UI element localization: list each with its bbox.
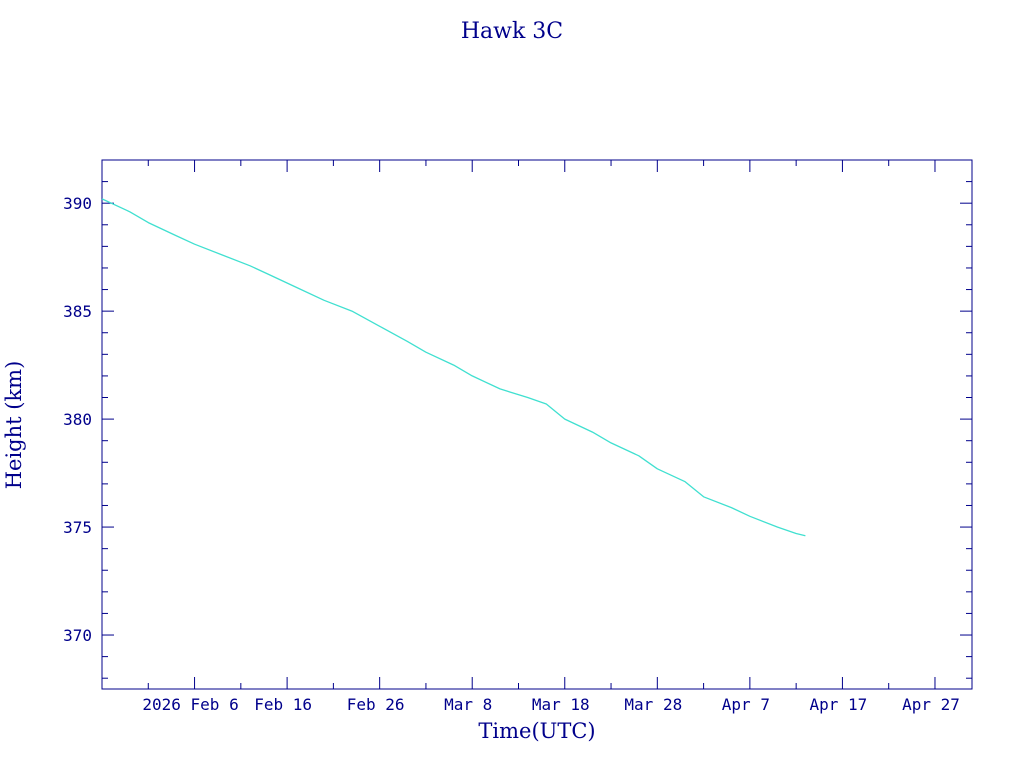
- y-axis-label: Height (km): [2, 361, 26, 490]
- series-line-height: [101, 198, 806, 537]
- x-tick-label: Feb 26: [347, 695, 405, 714]
- y-tick-label: 370: [63, 626, 92, 645]
- x-axis-label: Time(UTC): [478, 719, 595, 743]
- x-tick-label: Apr 17: [810, 695, 868, 714]
- x-tick-label: Mar 8: [444, 695, 492, 714]
- x-axis: 2026 Feb 6 Feb 16 Feb 26 Mar 8 Mar 18 Mar 28 A…: [101, 160, 960, 714]
- y-tick-label: 390: [63, 194, 92, 213]
- x-tick-label: Feb 16: [254, 695, 312, 714]
- x-tick-label: Apr 27: [902, 695, 960, 714]
- x-tick-label: Mar 28: [624, 695, 682, 714]
- y-tick-label: 385: [63, 302, 92, 321]
- y-axis: 370 375 380 385 390: [63, 159, 972, 679]
- plot-frame: [101, 159, 973, 690]
- x-tick-label: Apr 7: [722, 695, 770, 714]
- x-tick-label: 2026 Feb 6: [142, 695, 238, 714]
- y-tick-label: 375: [63, 518, 92, 537]
- series-layer: [101, 198, 806, 537]
- x-tick-label: Mar 18: [532, 695, 590, 714]
- chart-title: Hawk 3C: [461, 19, 563, 44]
- y-tick-label: 380: [63, 410, 92, 429]
